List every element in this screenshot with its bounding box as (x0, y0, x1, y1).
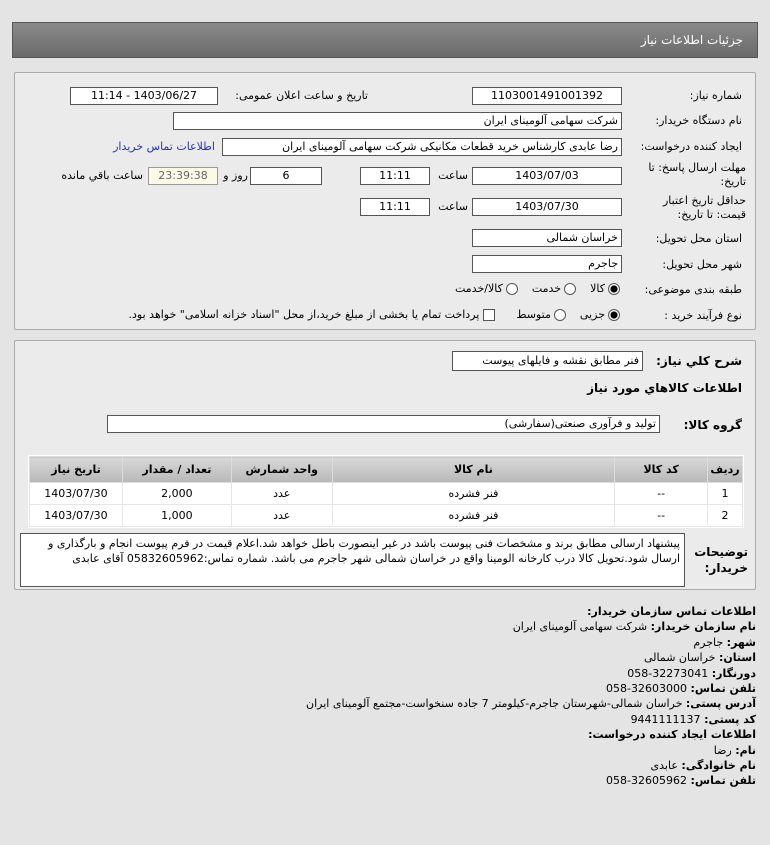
goods-table-wrap: ردیف کد کالا نام کالا واحد شمارش تعداد /… (28, 455, 744, 528)
treasury-payment-checkbox[interactable] (479, 308, 496, 321)
creator-label: ایجاد کننده درخواست: (640, 140, 742, 153)
address-label: آدرس پستی: (685, 697, 756, 711)
cell-code: -- (614, 504, 709, 527)
contact-section: اطلاعات تماس سازمان خریدار: نام سازمان خ… (306, 604, 756, 789)
days-label: روز و (223, 169, 248, 182)
category-radio-both[interactable]: کالا/خدمت (455, 282, 518, 295)
summary-field: فنر مطابق نقشه و فایلهای پیوست (452, 351, 643, 371)
cell-unit: عدد (230, 504, 333, 527)
cell-code: -- (614, 482, 709, 505)
fax-value: 32273041-058 (627, 666, 709, 680)
category-radio-service[interactable]: خدمت (532, 282, 577, 295)
announce-field: 1403/06/27 - 11:14 (70, 87, 218, 105)
category-radio-group: کالا خدمت کالا/خدمت (455, 282, 620, 295)
org-label: نام سازمان خریدار: (650, 620, 756, 634)
days-field: 6 (250, 167, 322, 185)
cell-date: 1403/07/30 (29, 482, 123, 505)
family-value: عابدی (650, 759, 678, 773)
table-header-row: ردیف کد کالا نام کالا واحد شمارش تعداد /… (29, 456, 743, 483)
col-header-code: کد کالا (614, 456, 709, 483)
validity-time-field: 11:11 (360, 198, 430, 216)
category-label: طبقه بندی موضوعی: (644, 283, 742, 296)
category-radio-goods[interactable]: کالا (590, 282, 620, 295)
city-field: جاجرم (472, 255, 622, 273)
process-radio-minor[interactable]: جزیی (580, 308, 620, 321)
org-value: شرکت سهامی آلومینای ایران (512, 620, 648, 634)
creator-field: رضا عابدی کارشناس خرید قطعات مکانیکی شرک… (222, 138, 622, 156)
city-label: شهر: (726, 635, 756, 649)
cell-quantity: 2,000 (121, 482, 232, 505)
need-number-field: 1103001491001392 (472, 87, 622, 105)
table-row: 2 -- فنر فشرده عدد 1,000 1403/07/30 (29, 504, 743, 527)
postal-label: کد پستی: (704, 712, 756, 726)
validity-time-label: ساعت (438, 200, 468, 213)
cell-name: فنر فشرده (331, 482, 616, 505)
validity-date-field: 1403/07/30 (472, 198, 622, 216)
fax-label: دورنگار: (711, 666, 756, 680)
process-radio-medium[interactable]: متوسط (516, 308, 566, 321)
process-radio-group: جزیی متوسط پرداخت تمام یا بخشی از مبلغ خ… (129, 308, 620, 321)
cell-name: فنر فشرده (331, 504, 616, 527)
cell-date: 1403/07/30 (29, 504, 123, 527)
phone-value: 32603000-058 (606, 682, 688, 696)
table-row: 1 -- فنر فشرده عدد 2,000 1403/07/30 (29, 482, 743, 505)
family-label: نام خانوادگی: (681, 759, 756, 773)
col-header-date: تاریخ نیاز (29, 456, 123, 483)
deadline-label: مهلت ارسال پاسخ: تا تاریخ: (648, 161, 746, 188)
col-header-row-number: ردیف (707, 456, 743, 483)
buyer-contact-link[interactable]: اطلاعات تماس خریدار (113, 140, 215, 153)
deadline-time-label: ساعت (438, 169, 468, 182)
name-label: نام: (735, 743, 756, 757)
page-title: جزئیات اطلاعات نیاز (640, 33, 743, 47)
notes-label: توضیحات خریدار: (694, 545, 748, 575)
goods-heading: اطلاعات کالاهاي مورد نياز (587, 381, 742, 395)
contact-heading: اطلاعات تماس سازمان خریدار: (587, 605, 756, 618)
city-label: شهر محل تحویل: (662, 258, 742, 271)
need-number-label: شماره نیاز: (689, 89, 742, 102)
col-header-name: نام کالا (331, 456, 616, 483)
creator-heading: اطلاعات ایجاد کننده درخواست: (588, 728, 756, 742)
buyer-field: شرکت سهامی آلومینای ایران (173, 112, 622, 130)
province-label: استان محل تحویل: (655, 232, 742, 245)
notes-field: پیشنهاد ارسالی مطابق برند و مشخصات فنی پ… (20, 533, 685, 587)
postal-value: 9441111137 (630, 712, 701, 726)
deadline-date-field: 1403/07/03 (472, 167, 622, 185)
col-header-quantity: تعداد / مقدار (121, 456, 232, 483)
phone-label: تلفن تماس: (690, 682, 756, 696)
summary-label: شرح كلي نياز: (656, 354, 742, 368)
cell-quantity: 1,000 (121, 504, 232, 527)
deadline-time-field: 11:11 (360, 167, 430, 185)
creator-phone-label: تلفن تماس: (690, 774, 756, 788)
announce-label: تاریخ و ساعت اعلان عمومی: (235, 89, 368, 102)
province-label: استان: (719, 651, 756, 665)
col-header-unit: واحد شمارش (230, 456, 333, 483)
group-label: گروه کالا: (683, 418, 742, 432)
payment-note: پرداخت تمام یا بخشی از مبلغ خرید،از محل … (128, 308, 480, 321)
city-value: جاجرم (693, 635, 724, 649)
cell-row-number: 2 (707, 504, 743, 527)
group-field: تولید و فرآوری صنعتی(سفارشی) (107, 415, 660, 433)
province-field: خراسان شمالی (472, 229, 622, 247)
name-value: رضا (713, 743, 732, 757)
buyer-label: نام دستگاه خریدار: (655, 114, 742, 127)
province-value: خراسان شمالی (643, 651, 716, 665)
validity-label: حداقل تاریخ اعتبار قیمت: تا تاریخ: (662, 194, 746, 221)
remaining-time-field: 23:39:38 (148, 167, 218, 185)
process-label: نوع فرآیند خرید : (664, 309, 742, 322)
address-value: خراسان شمالی-شهرستان جاجرم-کیلومتر 7 جاد… (306, 697, 683, 711)
cell-row-number: 1 (707, 482, 743, 505)
remaining-label: ساعت باقي مانده (61, 169, 143, 182)
cell-unit: عدد (230, 482, 333, 505)
goods-table: ردیف کد کالا نام کالا واحد شمارش تعداد /… (29, 456, 743, 527)
page-header: جزئیات اطلاعات نیاز (12, 22, 758, 58)
creator-phone-value: 32605962-058 (606, 774, 688, 788)
